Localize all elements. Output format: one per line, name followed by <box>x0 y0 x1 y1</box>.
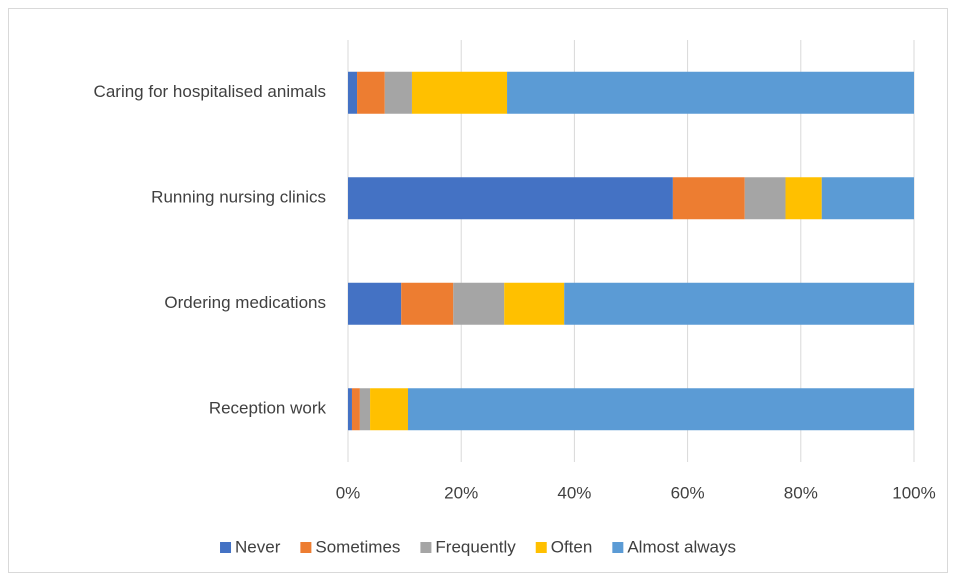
bar-segment <box>821 177 914 220</box>
bar-segment <box>370 388 408 431</box>
bar-segment <box>348 282 402 325</box>
bar-segment <box>785 177 822 220</box>
legend-label: Almost always <box>627 537 736 556</box>
bar-segment <box>351 388 360 431</box>
bar-segment <box>504 282 565 325</box>
x-tick-label: 60% <box>671 483 705 502</box>
bar-segment <box>359 388 371 431</box>
bar-segment <box>348 71 358 114</box>
legend-swatch <box>535 542 547 553</box>
x-tick-label: 40% <box>557 483 591 502</box>
y-tick-label: Reception work <box>209 399 327 418</box>
y-tick-label: Running nursing clinics <box>151 188 326 207</box>
bar-segment <box>348 388 352 431</box>
bar-segment <box>564 282 914 325</box>
bar-segment <box>744 177 786 220</box>
x-tick-label: 80% <box>784 483 818 502</box>
bar-segment <box>507 71 914 114</box>
legend-label: Frequently <box>435 537 516 556</box>
y-tick-label: Caring for hospitalised animals <box>94 82 326 101</box>
x-tick-label: 100% <box>892 483 935 502</box>
bar-segment <box>357 71 385 114</box>
legend-label: Often <box>551 537 593 556</box>
bar-segment <box>411 71 508 114</box>
y-tick-label: Ordering medications <box>164 293 326 312</box>
legend-swatch <box>420 542 432 553</box>
legend-label: Never <box>235 537 281 556</box>
bar-segment <box>401 282 454 325</box>
bar-segment <box>384 71 412 114</box>
x-tick-label: 0% <box>336 483 361 502</box>
x-tick-label: 20% <box>444 483 478 502</box>
legend-swatch <box>612 542 624 553</box>
bar-segment <box>348 177 673 220</box>
bar-segment <box>672 177 745 220</box>
legend-swatch <box>300 542 312 553</box>
bar-segment <box>407 388 914 431</box>
legend-label: Sometimes <box>315 537 400 556</box>
bar-segment <box>453 282 505 325</box>
legend-swatch <box>220 542 232 553</box>
